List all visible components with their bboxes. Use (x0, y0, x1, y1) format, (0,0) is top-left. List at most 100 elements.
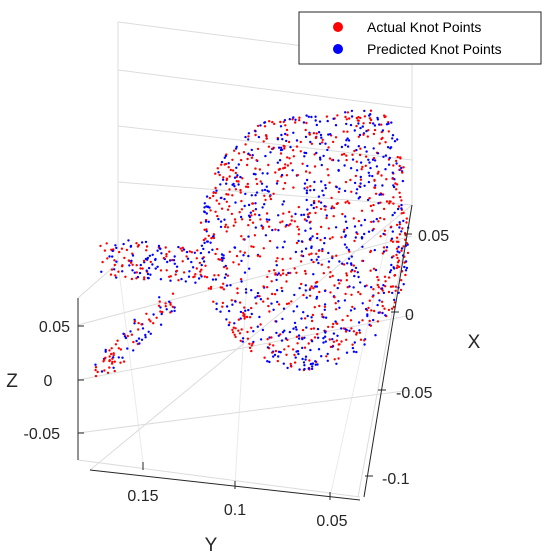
actual-knot-point (333, 358, 336, 361)
predicted-knot-point (100, 370, 104, 373)
actual-knot-point (113, 360, 117, 363)
actual-knot-point (212, 233, 216, 236)
predicted-knot-point (361, 125, 364, 128)
predicted-knot-point (237, 163, 240, 166)
actual-knot-point (405, 217, 408, 220)
predicted-knot-point (144, 333, 147, 337)
predicted-knot-point (389, 146, 393, 149)
actual-knot-point (280, 286, 283, 290)
actual-knot-point (335, 254, 338, 257)
predicted-knot-point (291, 169, 294, 172)
predicted-knot-point (202, 260, 206, 263)
actual-knot-point (133, 320, 137, 323)
actual-knot-point (309, 220, 312, 223)
predicted-knot-point (190, 260, 193, 264)
actual-knot-point (155, 316, 158, 319)
actual-knot-point (313, 153, 316, 156)
actual-knot-point (290, 300, 293, 303)
actual-knot-point (270, 336, 273, 339)
predicted-knot-point (234, 147, 238, 150)
predicted-knot-point (219, 225, 223, 229)
predicted-knot-point (254, 130, 257, 133)
actual-knot-point (384, 285, 387, 288)
predicted-knot-point (112, 366, 115, 369)
predicted-knot-point (159, 247, 162, 250)
predicted-knot-point (209, 241, 212, 244)
actual-knot-point (346, 130, 349, 133)
predicted-knot-point (160, 312, 163, 316)
predicted-knot-point (145, 269, 148, 272)
actual-knot-point (379, 235, 382, 238)
actual-knot-point (360, 209, 364, 212)
actual-knot-point (394, 285, 398, 288)
actual-knot-point (276, 359, 279, 363)
actual-knot-point (274, 171, 277, 174)
predicted-knot-point (263, 121, 266, 125)
actual-knot-point (308, 211, 311, 215)
predicted-knot-point (302, 213, 306, 216)
predicted-knot-point (344, 215, 347, 218)
predicted-knot-point (321, 189, 324, 192)
predicted-knot-point (398, 221, 401, 224)
predicted-knot-point (266, 360, 269, 363)
actual-knot-point (330, 196, 333, 200)
actual-knot-point (265, 212, 269, 215)
predicted-knot-point (374, 184, 377, 187)
actual-knot-point (265, 135, 268, 138)
actual-knot-point (370, 220, 373, 224)
actual-knot-point (353, 270, 356, 273)
predicted-knot-point (346, 262, 349, 265)
predicted-knot-point (250, 194, 253, 197)
predicted-knot-point (316, 336, 320, 339)
predicted-knot-point (318, 142, 322, 145)
predicted-knot-point (402, 283, 405, 286)
predicted-knot-point (317, 261, 320, 265)
chart-gridlines (77, 21, 413, 498)
predicted-knot-point (347, 257, 351, 260)
predicted-knot-point (388, 271, 392, 274)
actual-knot-point (285, 128, 289, 132)
predicted-knot-point (367, 230, 371, 233)
actual-knot-point (164, 246, 167, 249)
x-tick-label: -0.05 (396, 385, 433, 402)
actual-knot-point (380, 123, 383, 126)
predicted-knot-point (312, 273, 315, 276)
predicted-knot-point (239, 215, 243, 219)
actual-knot-point (387, 308, 391, 312)
predicted-knot-point (277, 146, 281, 149)
predicted-knot-point (400, 247, 404, 250)
actual-knot-point (395, 188, 398, 191)
y-axis-label: Y (205, 535, 218, 556)
predicted-knot-point (234, 300, 237, 303)
actual-knot-point (357, 135, 360, 138)
actual-knot-point (94, 374, 98, 378)
predicted-knot-point (341, 262, 344, 265)
predicted-knot-point (159, 323, 163, 326)
actual-knot-point (205, 228, 208, 231)
predicted-knot-point (285, 139, 288, 143)
predicted-knot-point (405, 266, 409, 270)
x-axis-label: X (468, 332, 481, 353)
actual-knot-point (349, 178, 352, 182)
predicted-knot-point (315, 123, 318, 127)
predicted-knot-point (369, 166, 372, 170)
predicted-knot-point (194, 281, 197, 284)
predicted-knot-point (366, 314, 369, 318)
predicted-knot-point (244, 192, 247, 196)
actual-knot-point (114, 343, 118, 346)
predicted-knot-point (322, 194, 325, 197)
predicted-knot-point (310, 258, 313, 262)
actual-knot-point (227, 193, 230, 196)
actual-knot-point (279, 152, 283, 155)
predicted-knot-point (376, 118, 380, 121)
predicted-knot-point (294, 326, 297, 329)
actual-knot-point (275, 260, 278, 263)
actual-knot-point (344, 180, 348, 184)
predicted-knot-point (372, 147, 375, 150)
actual-knot-point (358, 331, 362, 334)
actual-knot-point (263, 194, 266, 197)
actual-knot-point (392, 164, 395, 167)
predicted-knot-point (242, 254, 245, 257)
predicted-knot-point (243, 204, 246, 208)
